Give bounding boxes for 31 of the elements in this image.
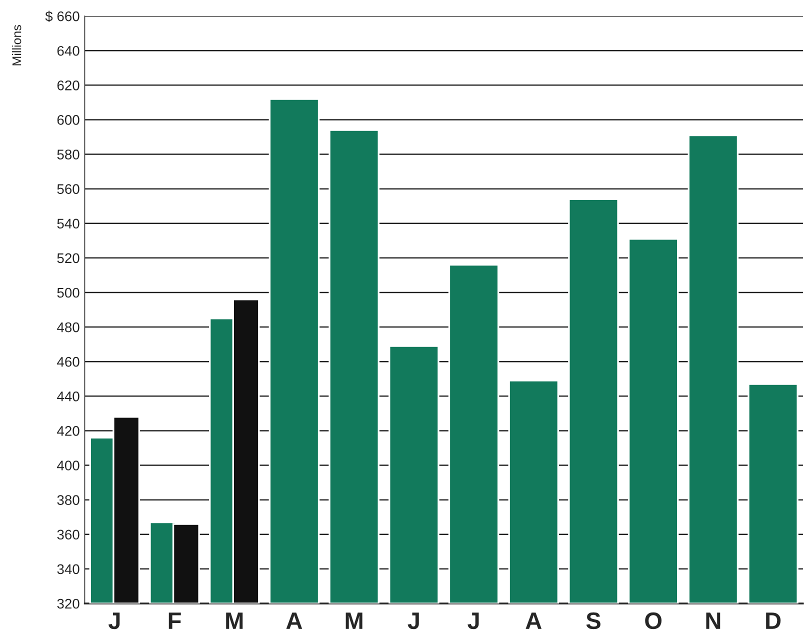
y-tick-label: 360 [57, 530, 80, 540]
x-tick-label: J [408, 612, 419, 630]
y-tick-label: 580 [57, 150, 80, 160]
y-tick-label: 500 [57, 288, 80, 298]
y-tick-label: 340 [57, 564, 80, 574]
y-tick-label: 420 [57, 426, 80, 436]
x-tick-label: A [526, 612, 542, 629]
y-tick-label: 560 [57, 184, 80, 194]
y-tick-label: 320 [57, 598, 80, 609]
x-tick-label: O [645, 612, 662, 630]
x-tick-label: S [586, 612, 600, 630]
y-tick-label: 600 [57, 115, 80, 125]
x-tick-label: A [286, 612, 302, 629]
y-tick-label: $ 660 [45, 10, 80, 22]
y-tick-label: 480 [57, 322, 80, 332]
y-tick-label: 640 [57, 46, 80, 56]
y-tick-label: 460 [57, 356, 80, 367]
y-axis-title: Millions [12, 25, 22, 66]
x-tick-label: J [108, 612, 120, 630]
x-tick-label: M [226, 612, 243, 629]
y-tick-label: 540 [57, 218, 80, 229]
x-tick-label: D [766, 612, 781, 629]
x-tick-label: M [346, 612, 362, 629]
y-tick-label: 440 [57, 391, 80, 402]
y-tick-label: 520 [57, 253, 80, 264]
x-tick-label: J [468, 612, 479, 630]
y-tick-label: 400 [57, 460, 80, 470]
x-tick-label: F [168, 612, 181, 629]
y-tick-label: 620 [57, 80, 80, 90]
y-tick-label: 380 [57, 495, 80, 505]
x-tick-label: N [706, 612, 720, 629]
